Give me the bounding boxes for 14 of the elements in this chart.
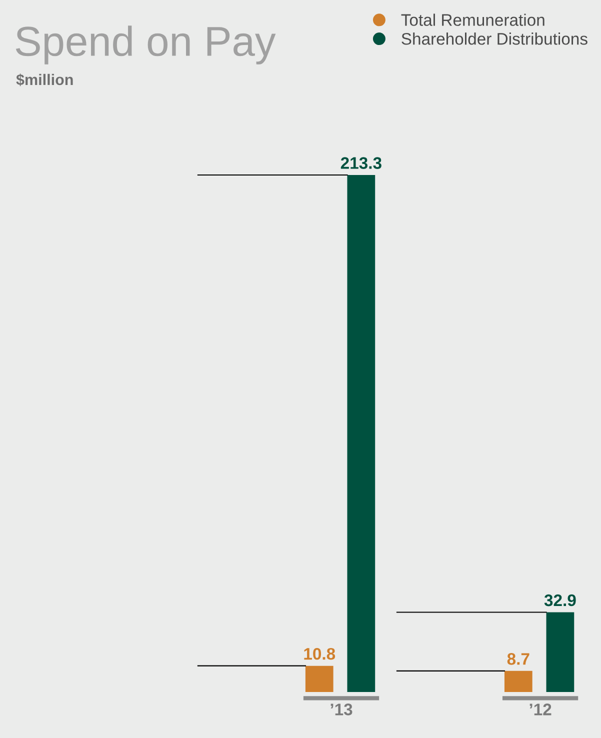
text: $million bbox=[16, 74, 73, 86]
data-label: 32.9 bbox=[544, 594, 576, 606]
bar bbox=[305, 666, 334, 692]
legend-label: Shareholder Distributions bbox=[402, 32, 588, 45]
x-tick-label: ’12 bbox=[530, 704, 552, 716]
chart-title: Spend on Pay bbox=[16, 26, 276, 64]
bar bbox=[504, 670, 532, 692]
bar bbox=[546, 612, 574, 692]
data-label: 8.7 bbox=[507, 653, 530, 665]
data-label: 10.8 bbox=[304, 648, 336, 660]
legend-label: Total Remuneration bbox=[401, 14, 544, 26]
bar bbox=[347, 175, 376, 692]
x-tick-label: ’13 bbox=[330, 704, 352, 716]
data-label: 213.3 bbox=[340, 157, 382, 169]
